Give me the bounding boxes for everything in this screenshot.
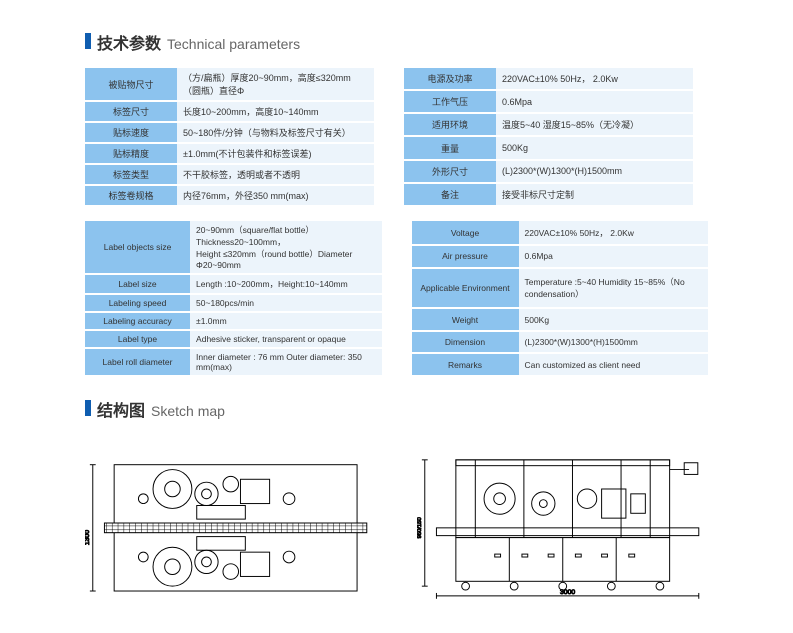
spec-label: 标签卷规格 <box>85 186 177 205</box>
spec-value: 0.6Mpa <box>496 91 693 112</box>
section1-title-en: Technical parameters <box>167 36 300 52</box>
spec-value: Can customized as client need <box>519 354 709 375</box>
table-row: 标签类型不干胶标签，透明或者不透明 <box>85 165 374 184</box>
spec-label: 适用环境 <box>404 114 496 135</box>
table-row: 标签尺寸长度10~200mm，高度10~140mm <box>85 102 374 121</box>
section2-title-en: Sketch map <box>151 403 225 419</box>
spec-value: 500Kg <box>496 137 693 158</box>
spec-label: 备注 <box>404 184 496 205</box>
table-row: Label roll diameterInner diameter : 76 m… <box>85 349 382 375</box>
spec-value: Temperature :5~40 Humidity 15~85%（No con… <box>519 269 709 308</box>
table-row: Voltage220VAC±10% 50Hz， 2.0Kw <box>412 221 709 244</box>
table-row: 重量500Kg <box>404 137 693 158</box>
spec-value: 50~180pcs/min <box>190 295 381 311</box>
spec-label: 标签尺寸 <box>85 102 177 121</box>
spec-value: 220VAC±10% 50Hz， 2.0Kw <box>496 68 693 89</box>
spec-value: Length :10~200mm，Height:10~140mm <box>190 275 381 293</box>
cn-spec-table-left: 被贴物尺寸（方/扁瓶）厚度20~90mm，高度≤320mm （圆瓶）直径Φ标签尺… <box>85 66 374 207</box>
spec-label: Labeling speed <box>85 295 190 311</box>
spec-value: 不干胶标签，透明或者不透明 <box>177 165 374 184</box>
spec-label: Label type <box>85 331 190 347</box>
spec-label: 贴标速度 <box>85 123 177 142</box>
spec-value: 20~90mm（square/flat bottle）Thickness20~1… <box>190 221 381 273</box>
dim-right-v: 950/150 <box>417 517 423 539</box>
table-row: 贴标速度50~180件/分钟（与物料及标签尺寸有关） <box>85 123 374 142</box>
table-row: 标签卷规格内径76mm，外径350 mm(max) <box>85 186 374 205</box>
en-spec-table-left: Label objects size20~90mm（square/flat bo… <box>85 219 382 377</box>
spec-value: Inner diameter : 76 mm Outer diameter: 3… <box>190 349 381 375</box>
spec-label: 外形尺寸 <box>404 161 496 182</box>
spec-label: 重量 <box>404 137 496 158</box>
table-row: Label typeAdhesive sticker, transparent … <box>85 331 382 347</box>
spec-label: Weight <box>412 309 519 330</box>
header-bar-icon <box>85 33 91 49</box>
table-row: Labeling speed50~180pcs/min <box>85 295 382 311</box>
cn-spec-table-right: 电源及功率220VAC±10% 50Hz， 2.0Kw工作气压0.6Mpa适用环… <box>404 66 693 207</box>
spec-value: ±1.0mm(不计包装件和标签误差) <box>177 144 374 163</box>
table-row: Dimension(L)2300*(W)1300*(H)1500mm <box>412 332 709 353</box>
spec-label: Dimension <box>412 332 519 353</box>
table-row: Labeling accuracy±1.0mm <box>85 313 382 329</box>
table-row: 贴标精度±1.0mm(不计包装件和标签误差) <box>85 144 374 163</box>
spec-value: ±1.0mm <box>190 313 381 329</box>
spec-label: Remarks <box>412 354 519 375</box>
table-row: 适用环境温度5~40 湿度15~85%（无冷凝） <box>404 114 693 135</box>
table-row: 电源及功率220VAC±10% 50Hz， 2.0Kw <box>404 68 693 89</box>
en-tables-row: Label objects size20~90mm（square/flat bo… <box>85 219 708 377</box>
table-row: 外形尺寸(L)2300*(W)1300*(H)1500mm <box>404 161 693 182</box>
table-row: Label objects size20~90mm（square/flat bo… <box>85 221 382 273</box>
spec-label: Labeling accuracy <box>85 313 190 329</box>
spec-value: (L)2300*(W)1300*(H)1500mm <box>496 161 693 182</box>
spec-label: 被贴物尺寸 <box>85 68 177 100</box>
spec-value: 220VAC±10% 50Hz， 2.0Kw <box>519 221 709 244</box>
spec-label: Label roll diameter <box>85 349 190 375</box>
dim-left-v: 1300 <box>85 530 91 545</box>
spec-value: 0.6Mpa <box>519 246 709 267</box>
table-row: RemarksCan customized as client need <box>412 354 709 375</box>
section2-title-cn: 结构图 <box>97 397 145 421</box>
spec-label: 工作气压 <box>404 91 496 112</box>
spec-value: （方/扁瓶）厚度20~90mm，高度≤320mm （圆瓶）直径Φ <box>177 68 374 100</box>
table-row: Weight500Kg <box>412 309 709 330</box>
spec-value: (L)2300*(W)1300*(H)1500mm <box>519 332 709 353</box>
spec-label: Label objects size <box>85 221 190 273</box>
tech-params-header: 技术参数 Technical parameters <box>85 30 708 54</box>
table-row: Applicable EnvironmentTemperature :5~40 … <box>412 269 709 308</box>
spec-value: 500Kg <box>519 309 709 330</box>
table-row: 被贴物尺寸（方/扁瓶）厚度20~90mm，高度≤320mm （圆瓶）直径Φ <box>85 68 374 100</box>
front-view-diagram: 950/150 3000 <box>417 443 709 603</box>
spec-value: Adhesive sticker, transparent or opaque <box>190 331 381 347</box>
spec-label: 电源及功率 <box>404 68 496 89</box>
spec-label: Voltage <box>412 221 519 244</box>
spec-value: 接受非标尺寸定制 <box>496 184 693 205</box>
top-view-diagram: 1300 <box>85 443 377 603</box>
table-row: Label sizeLength :10~200mm，Height:10~140… <box>85 275 382 293</box>
section1-title-cn: 技术参数 <box>97 30 161 54</box>
table-row: 备注接受非标尺寸定制 <box>404 184 693 205</box>
en-spec-table-right: Voltage220VAC±10% 50Hz， 2.0KwAir pressur… <box>412 219 709 377</box>
spec-value: 温度5~40 湿度15~85%（无冷凝） <box>496 114 693 135</box>
spec-value: 内径76mm，外径350 mm(max) <box>177 186 374 205</box>
cn-tables-row: 被贴物尺寸（方/扁瓶）厚度20~90mm，高度≤320mm （圆瓶）直径Φ标签尺… <box>85 66 708 207</box>
header-bar-icon <box>85 400 91 416</box>
sketch-header: 结构图 Sketch map <box>85 397 708 421</box>
spec-label: Applicable Environment <box>412 269 519 308</box>
spec-label: 贴标精度 <box>85 144 177 163</box>
spec-label: Air pressure <box>412 246 519 267</box>
spec-label: Label size <box>85 275 190 293</box>
spec-value: 长度10~200mm，高度10~140mm <box>177 102 374 121</box>
table-row: Air pressure0.6Mpa <box>412 246 709 267</box>
spec-value: 50~180件/分钟（与物料及标签尺寸有关） <box>177 123 374 142</box>
table-row: 工作气压0.6Mpa <box>404 91 693 112</box>
spec-label: 标签类型 <box>85 165 177 184</box>
sketch-area: 1300 <box>85 433 708 613</box>
